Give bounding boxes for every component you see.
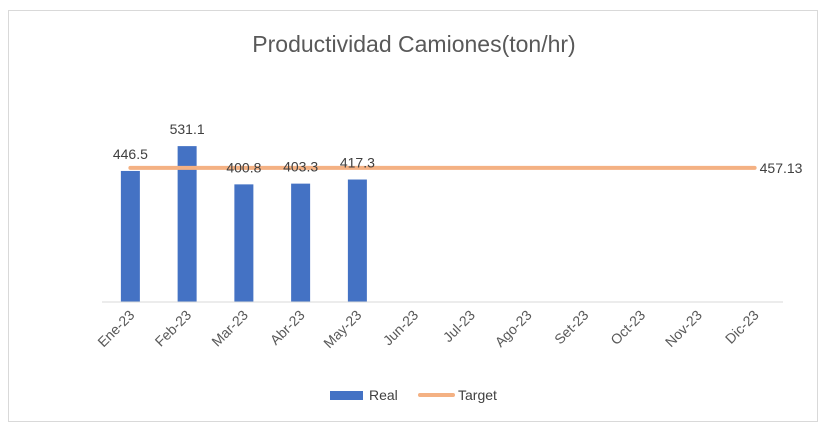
bar-abr-23: [291, 183, 311, 302]
tick-label-dic-23: Dic-23: [722, 307, 762, 347]
tick-label-nov-23: Nov-23: [662, 307, 705, 350]
bar-data-label-abr-23: 403.3: [283, 159, 318, 175]
tick-label-ene-23: Ene-23: [94, 307, 137, 350]
tick-label-set-23: Set-23: [551, 307, 592, 348]
tick-label-may-23: May-23: [320, 307, 364, 351]
bar-mar-23: [234, 184, 254, 302]
legend-label-real: Real: [369, 387, 398, 403]
bar-data-label-mar-23: 400.8: [226, 159, 261, 175]
tick-label-jun-23: Jun-23: [380, 307, 422, 349]
chart-title: Productividad Camiones(ton/hr): [252, 31, 576, 57]
bar-ene-23: [120, 170, 140, 302]
bar-data-label-may-23: 417.3: [340, 155, 375, 171]
tick-label-feb-23: Feb-23: [152, 307, 195, 350]
bar-may-23: [347, 179, 367, 302]
bar-feb-23: [177, 146, 197, 302]
tick-label-mar-23: Mar-23: [208, 307, 251, 350]
bar-data-label-ene-23: 446.5: [113, 146, 148, 162]
tick-label-abr-23: Abr-23: [267, 307, 308, 348]
tick-label-jul-23: Jul-23: [440, 307, 478, 345]
target-data-label: 457.13: [760, 160, 803, 176]
legend-swatch-real: [330, 391, 363, 400]
tick-label-ago-23: Ago-23: [492, 307, 535, 350]
chart-frame: Productividad Camiones(ton/hr): [8, 10, 818, 422]
legend-label-target: Target: [458, 387, 497, 403]
tick-label-oct-23: Oct-23: [607, 307, 648, 348]
bar-data-label-feb-23: 531.1: [170, 121, 205, 137]
